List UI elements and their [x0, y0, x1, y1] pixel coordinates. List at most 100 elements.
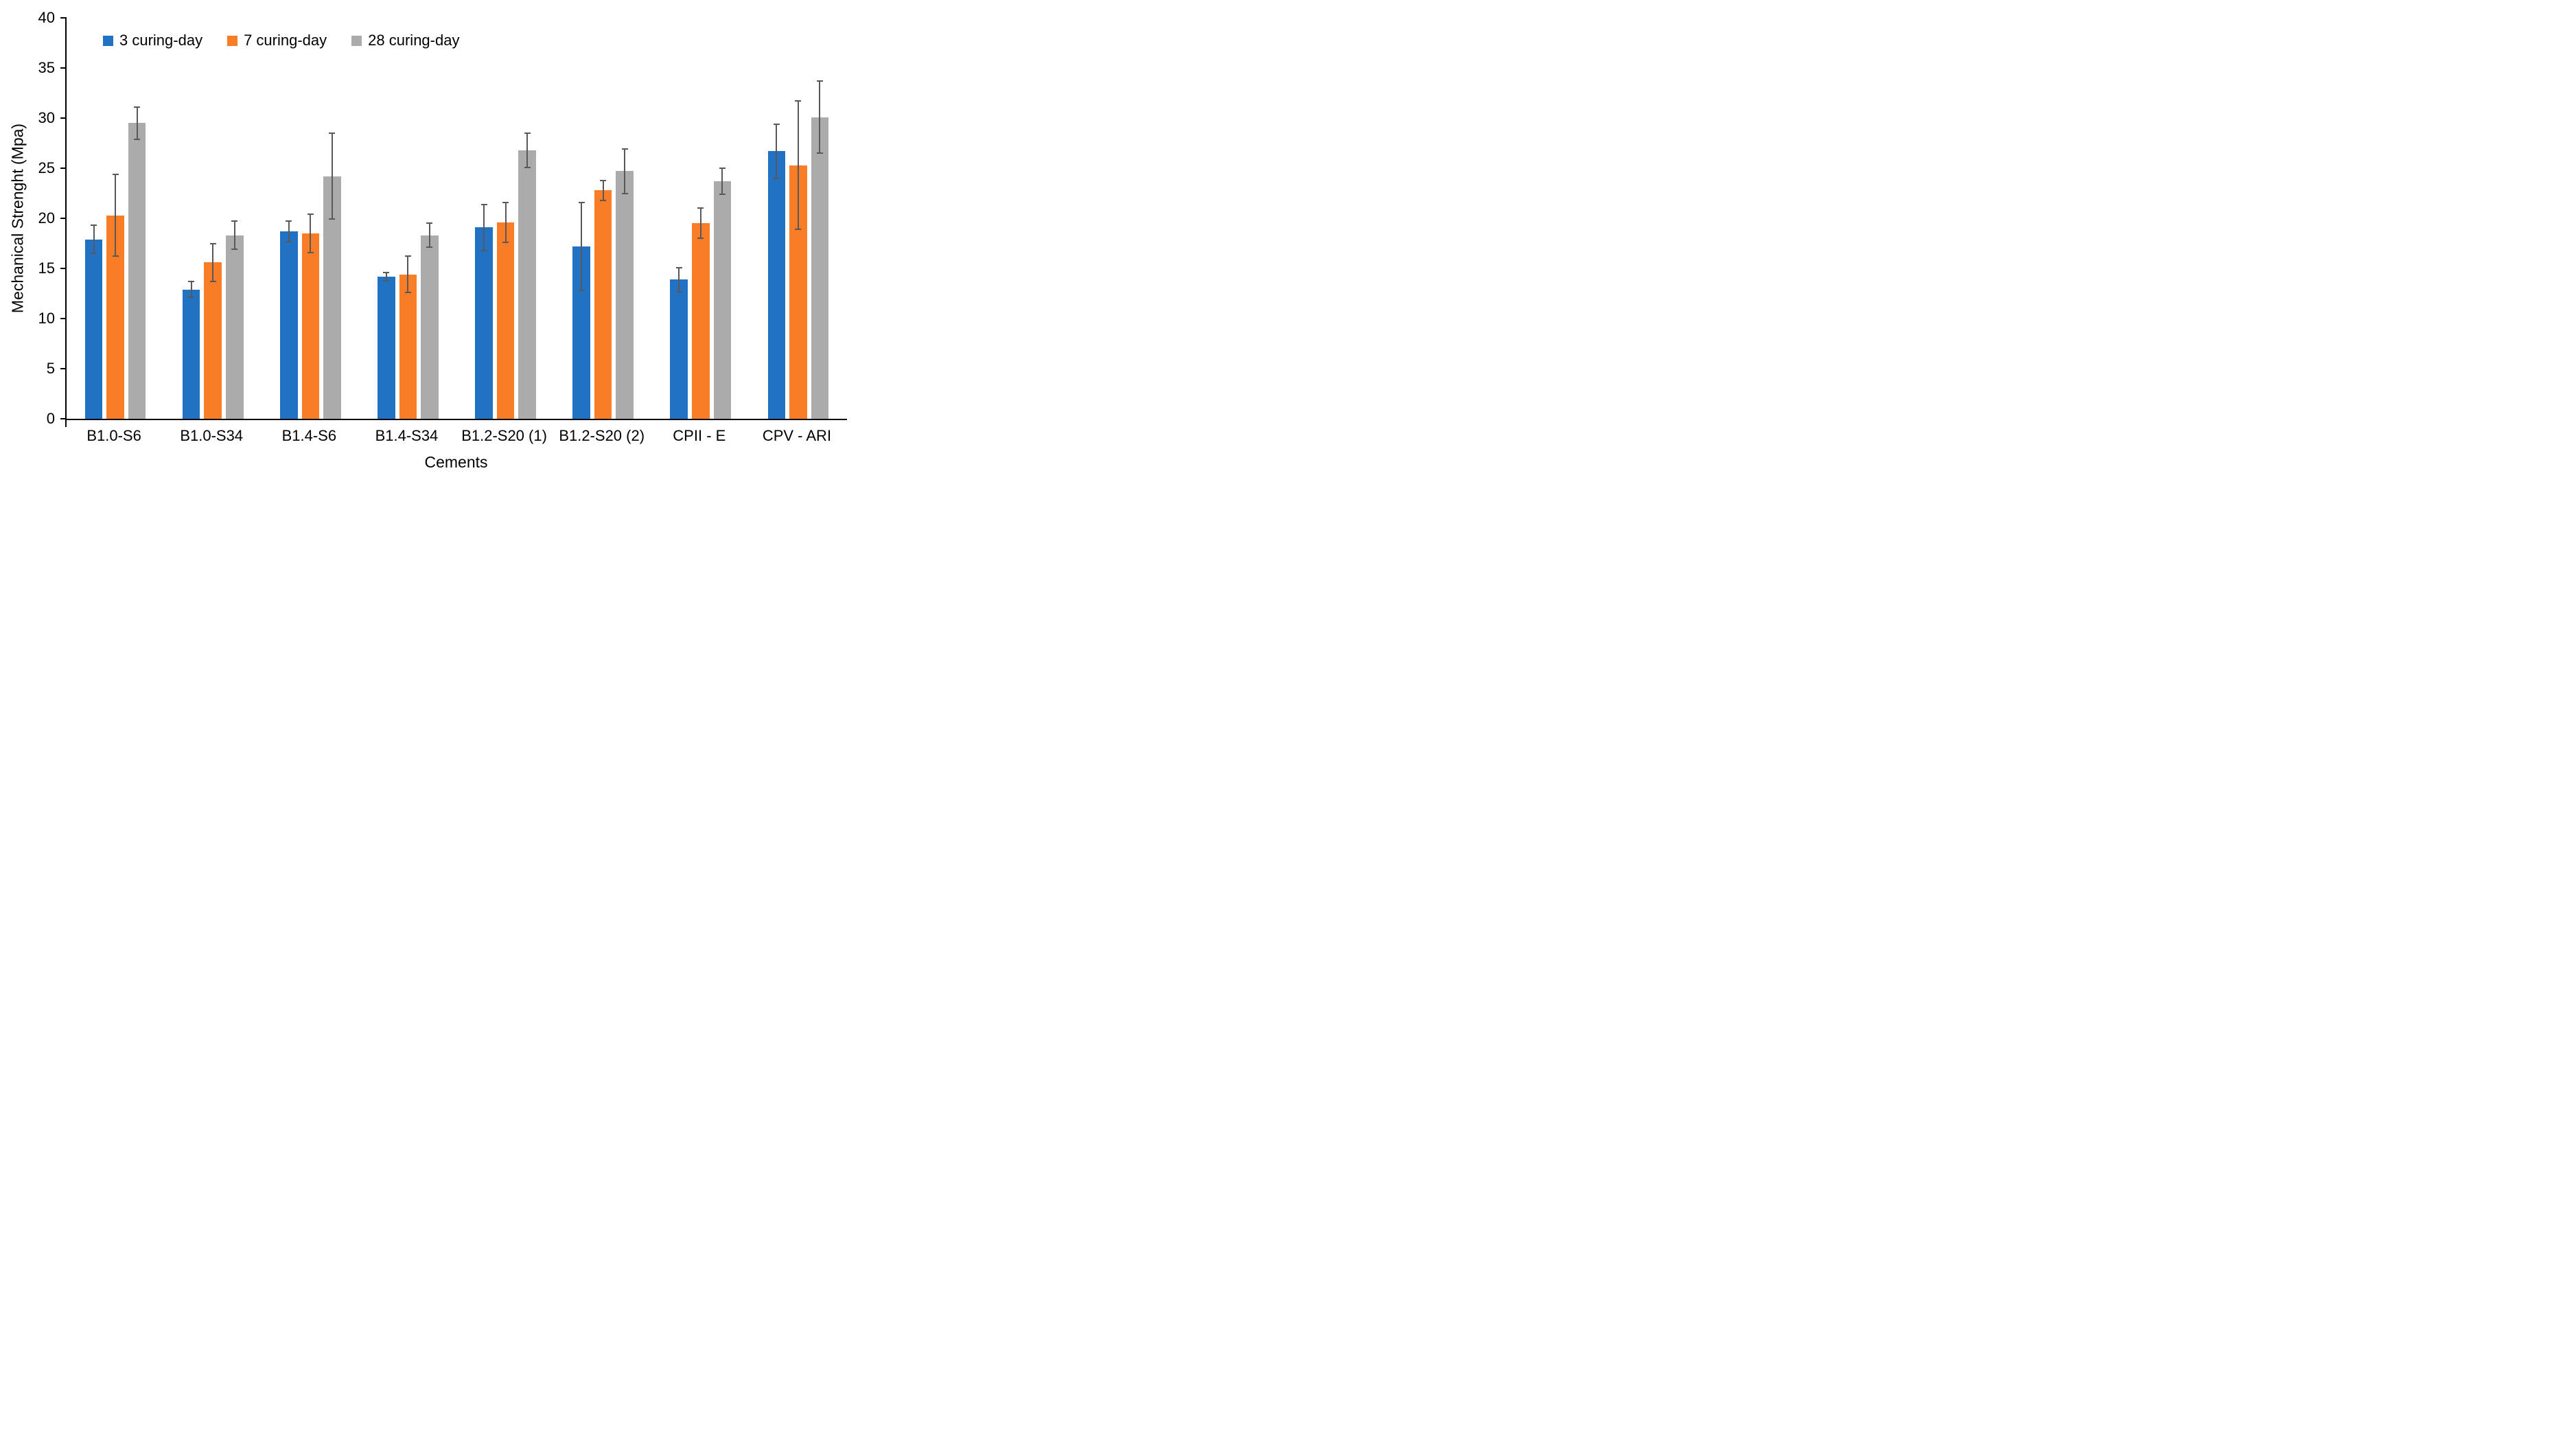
x-category-label-B1.4-S6: B1.4-S6: [281, 427, 337, 444]
error-bar-line: [581, 202, 583, 291]
legend-swatch-icon: [227, 35, 238, 46]
error-bar-cap-bottom: [578, 290, 585, 292]
error-bar-cap-top: [502, 201, 509, 203]
bar-7-curing-day-B1.2-S20(2): [594, 190, 612, 419]
bar-7-curing-day-B1.4-S6: [301, 233, 320, 419]
x-category-label-B1.4-S34: B1.4-S34: [375, 427, 439, 444]
error-bar-cap-bottom: [719, 193, 726, 195]
x-category-label-B1.2-S20(1): B1.2-S20 (1): [461, 427, 547, 444]
error-bar-line: [190, 281, 192, 298]
error-bar-line: [115, 174, 117, 257]
bar-3-curing-day-B1.2-S20(1): [475, 227, 493, 419]
bar-3-curing-day-B1.4-S34: [378, 276, 395, 419]
error-bar-cap-bottom: [773, 177, 780, 179]
y-tick-mark: [60, 368, 67, 369]
bar-7-curing-day-B1.0-S34: [204, 262, 222, 419]
y-tick-label-25: 25: [38, 159, 55, 176]
error-bar-cap-bottom: [329, 218, 336, 220]
error-bar-line: [624, 149, 626, 194]
error-bar-cap-top: [524, 132, 531, 134]
x-category-label-B1.0-S6: B1.0-S6: [86, 427, 141, 444]
error-bar-cap-top: [816, 80, 823, 82]
error-bar-cap-bottom: [383, 279, 390, 281]
error-bar-cap-bottom: [524, 166, 531, 168]
bar-7-curing-day-CPII-E: [692, 223, 710, 419]
error-bar-line: [136, 106, 138, 139]
error-bar-cap-bottom: [480, 249, 487, 251]
x-category-label-CPII-E: CPII - E: [673, 427, 726, 444]
x-category-label-B1.0-S34: B1.0-S34: [180, 427, 244, 444]
error-bar-cap-bottom: [621, 192, 628, 194]
error-bar-cap-top: [383, 271, 390, 273]
bar-28-curing-day-B1.2-S20(1): [518, 150, 536, 419]
error-bar-cap-bottom: [209, 280, 216, 282]
legend-item-7-curing-day: 7 curing-day: [227, 32, 327, 49]
bar-28-curing-day-CPV-ARI: [811, 117, 829, 419]
error-bar-cap-bottom: [307, 251, 314, 253]
y-tick-mark: [60, 168, 67, 169]
x-axis-corner-tick: [65, 419, 67, 427]
error-bar-line: [310, 214, 312, 253]
error-bar-cap-bottom: [112, 255, 119, 257]
bar-7-curing-day-B1.2-S20(1): [496, 222, 515, 419]
error-bar-cap-top: [231, 220, 238, 222]
error-bar-cap-top: [697, 207, 704, 209]
legend-label: 3 curing-day: [119, 32, 203, 49]
bar-28-curing-day-B1.4-S34: [421, 235, 439, 419]
error-bar-line: [602, 180, 604, 200]
y-tick-label-15: 15: [38, 260, 55, 277]
y-tick-mark: [60, 17, 67, 19]
error-bar-cap-top: [134, 106, 141, 108]
bar-3-curing-day-CPII-E: [670, 279, 688, 419]
bar-28-curing-day-CPII-E: [713, 181, 732, 419]
y-tick-mark: [60, 418, 67, 419]
error-bar-cap-bottom: [426, 246, 433, 249]
legend-item-3-curing-day: 3 curing-day: [103, 32, 202, 49]
error-bar-cap-top: [719, 168, 726, 169]
plot-inner: [67, 18, 847, 419]
error-bar-line: [721, 168, 723, 194]
legend-swatch-icon: [351, 35, 362, 46]
x-category-label-CPV-ARI: CPV - ARI: [762, 427, 832, 444]
error-bar-cap-top: [480, 203, 487, 205]
chart-legend: 3 curing-day 7 curing-day 28 curing-day: [103, 32, 459, 49]
error-bar-cap-top: [286, 220, 292, 222]
error-bar-cap-top: [188, 280, 195, 282]
error-bar-cap-bottom: [404, 292, 411, 294]
y-tick-mark: [60, 67, 67, 69]
legend-item-28-curing-day: 28 curing-day: [351, 32, 459, 49]
bar-7-curing-day-B1.4-S34: [399, 274, 417, 419]
bar-28-curing-day-B1.0-S6: [128, 123, 146, 419]
x-axis-title: Cements: [424, 453, 488, 471]
error-bar-line: [776, 124, 778, 178]
y-tick-label-0: 0: [46, 410, 55, 427]
legend-label: 7 curing-day: [244, 32, 327, 49]
bar-3-curing-day-CPV-ARI: [767, 151, 786, 419]
plot-area: [65, 18, 847, 420]
error-bar-line: [385, 272, 387, 281]
legend-swatch-icon: [103, 35, 113, 46]
bar-28-curing-day-B1.2-S20(2): [616, 171, 634, 419]
error-bar-cap-top: [329, 132, 336, 134]
error-bar-line: [331, 132, 333, 220]
error-bar-line: [699, 208, 701, 239]
error-bar-line: [678, 267, 680, 292]
error-bar-line: [93, 225, 95, 254]
error-bar-cap-bottom: [675, 290, 682, 292]
error-bar-line: [428, 223, 430, 248]
bar-chart: 3 curing-day 7 curing-day 28 curing-day Me…: [0, 0, 859, 481]
error-bar-cap-bottom: [188, 297, 195, 299]
error-bar-cap-top: [675, 266, 682, 268]
error-bar-cap-top: [600, 179, 607, 181]
error-bar-cap-top: [773, 123, 780, 125]
x-category-label-B1.2-S20(2): B1.2-S20 (2): [559, 427, 645, 444]
error-bar-cap-top: [621, 148, 628, 150]
y-tick-mark: [60, 117, 67, 119]
error-bar-cap-top: [112, 173, 119, 175]
y-tick-label-40: 40: [38, 9, 55, 26]
error-bar-cap-top: [578, 201, 585, 203]
bar-28-curing-day-B1.0-S34: [225, 235, 244, 419]
error-bar-line: [504, 202, 507, 243]
bar-3-curing-day-B1.0-S6: [84, 239, 103, 419]
bar-3-curing-day-B1.4-S6: [279, 231, 298, 419]
